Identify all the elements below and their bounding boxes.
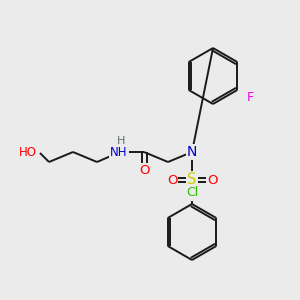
Text: Cl: Cl — [186, 187, 198, 200]
Text: S: S — [187, 172, 197, 188]
Text: NH: NH — [110, 146, 128, 158]
Text: O: O — [167, 173, 177, 187]
Text: HO: HO — [19, 146, 37, 160]
Text: H: H — [117, 136, 125, 146]
Text: F: F — [247, 91, 254, 104]
Text: N: N — [187, 145, 197, 159]
Text: O: O — [139, 164, 149, 178]
Text: O: O — [207, 173, 217, 187]
